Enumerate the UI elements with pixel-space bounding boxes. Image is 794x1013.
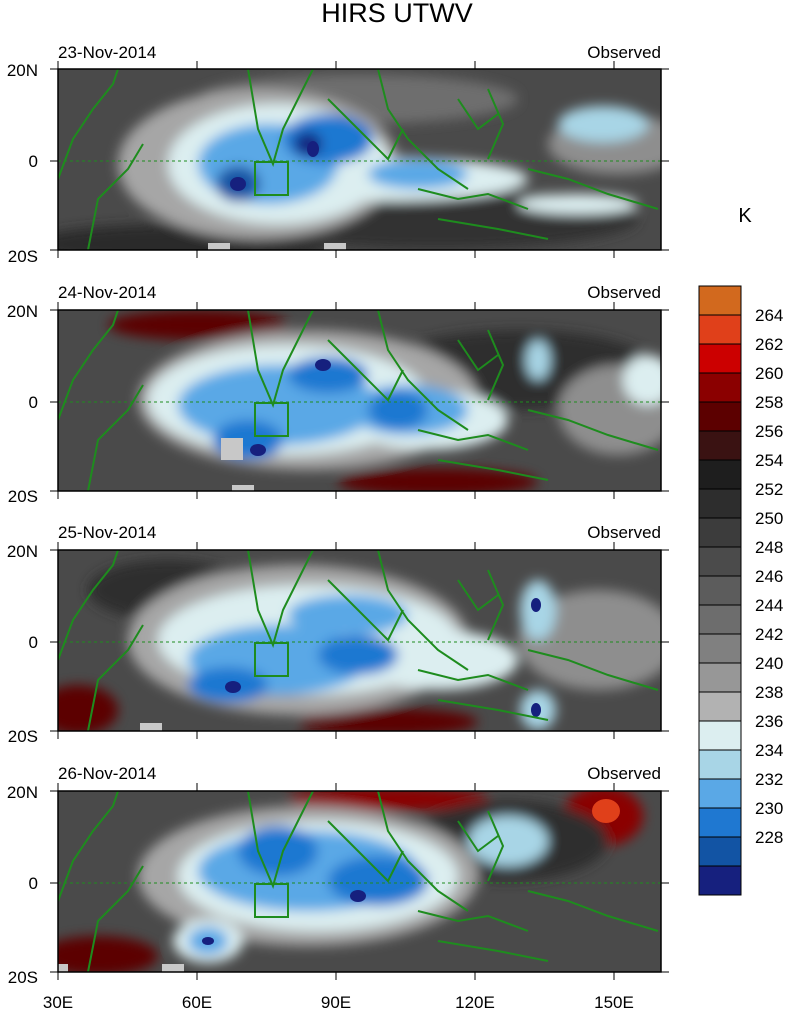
y-label-0: 0 [29, 152, 38, 171]
colorbar-label: 242 [755, 625, 783, 644]
y-label-20s: 20S [8, 247, 38, 266]
colorbar-swatch [698, 285, 742, 316]
x-label-120e: 120E [455, 993, 495, 1012]
colorbar-label: 230 [755, 799, 783, 818]
figure-title: HIRS UTWV [321, 0, 473, 28]
colorbar-swatch [698, 372, 742, 403]
colorbar-label: 244 [755, 596, 783, 615]
colorbar-label: 228 [755, 828, 783, 847]
panel-status: Observed [587, 523, 661, 542]
colorbar-swatch [698, 865, 742, 896]
y-label-20s: 20S [8, 487, 38, 506]
colorbar-swatch [698, 691, 742, 722]
ticks [50, 783, 669, 980]
colorbar-label: 240 [755, 654, 783, 673]
colorbar-swatch [698, 662, 742, 693]
map-panel-4: 26-Nov-2014 Observed [7, 764, 669, 987]
colorbar-label: 256 [755, 422, 783, 441]
colorbar-label: 246 [755, 567, 783, 586]
colorbar-swatch [698, 749, 742, 780]
colorbar-swatch [698, 836, 742, 867]
colorbar-swatch [698, 401, 742, 432]
colorbar-unit: K [738, 205, 752, 227]
ticks [50, 542, 669, 739]
colorbar-swatch [698, 314, 742, 345]
ticks [50, 61, 669, 258]
panel-date: 25-Nov-2014 [58, 523, 156, 542]
colorbar-swatch [698, 575, 742, 606]
x-label-90e: 90E [321, 993, 351, 1012]
ticks [50, 302, 669, 499]
colorbar-swatch [698, 720, 742, 751]
colorbar-swatch [698, 546, 742, 577]
colorbar-label: 236 [755, 712, 783, 731]
y-label-0: 0 [29, 874, 38, 893]
colorbar-label: 254 [755, 451, 783, 470]
panel-status: Observed [587, 43, 661, 62]
colorbar-label: 250 [755, 509, 783, 528]
y-label-0: 0 [29, 393, 38, 412]
y-label-0: 0 [29, 633, 38, 652]
panel-date: 26-Nov-2014 [58, 764, 156, 783]
y-label-20s: 20S [8, 727, 38, 746]
colorbar-label: 248 [755, 538, 783, 557]
colorbar-label: 234 [755, 741, 783, 760]
colorbar: 264 262 260 258 256 254 252 250 248 246 244 242 240 2… [698, 285, 783, 896]
panel-status: Observed [587, 283, 661, 302]
map-panel-3: 25-Nov-2014 Observed [7, 523, 669, 746]
colorbar-label: 232 [755, 770, 783, 789]
panel-status: Observed [587, 764, 661, 783]
colorbar-swatch [698, 604, 742, 635]
y-label-20n: 20N [7, 61, 38, 80]
colorbar-swatch [698, 517, 742, 548]
colorbar-swatch [698, 633, 742, 664]
colorbar-label: 238 [755, 683, 783, 702]
colorbar-swatch [698, 778, 742, 809]
map-panel-1: 23-Nov-2014 Observed [7, 43, 669, 266]
colorbar-swatch [698, 459, 742, 490]
colorbar-swatch [698, 488, 742, 519]
map-panel-2: 24-Nov-2014 Observed [7, 283, 669, 506]
panel-date: 24-Nov-2014 [58, 283, 156, 302]
colorbar-swatch [698, 343, 742, 374]
y-label-20n: 20N [7, 302, 38, 321]
colorbar-swatch [698, 807, 742, 838]
colorbar-label: 258 [755, 393, 783, 412]
panel-date: 23-Nov-2014 [58, 43, 156, 62]
colorbar-label: 262 [755, 335, 783, 354]
colorbar-label: 252 [755, 480, 783, 499]
x-label-30e: 30E [43, 993, 73, 1012]
colorbar-label: 264 [755, 306, 783, 325]
colorbar-label: 260 [755, 364, 783, 383]
y-label-20n: 20N [7, 542, 38, 561]
y-label-20n: 20N [7, 783, 38, 802]
colorbar-swatch [698, 430, 742, 461]
x-label-60e: 60E [182, 993, 212, 1012]
x-label-150e: 150E [594, 993, 634, 1012]
y-label-20s: 20S [8, 968, 38, 987]
